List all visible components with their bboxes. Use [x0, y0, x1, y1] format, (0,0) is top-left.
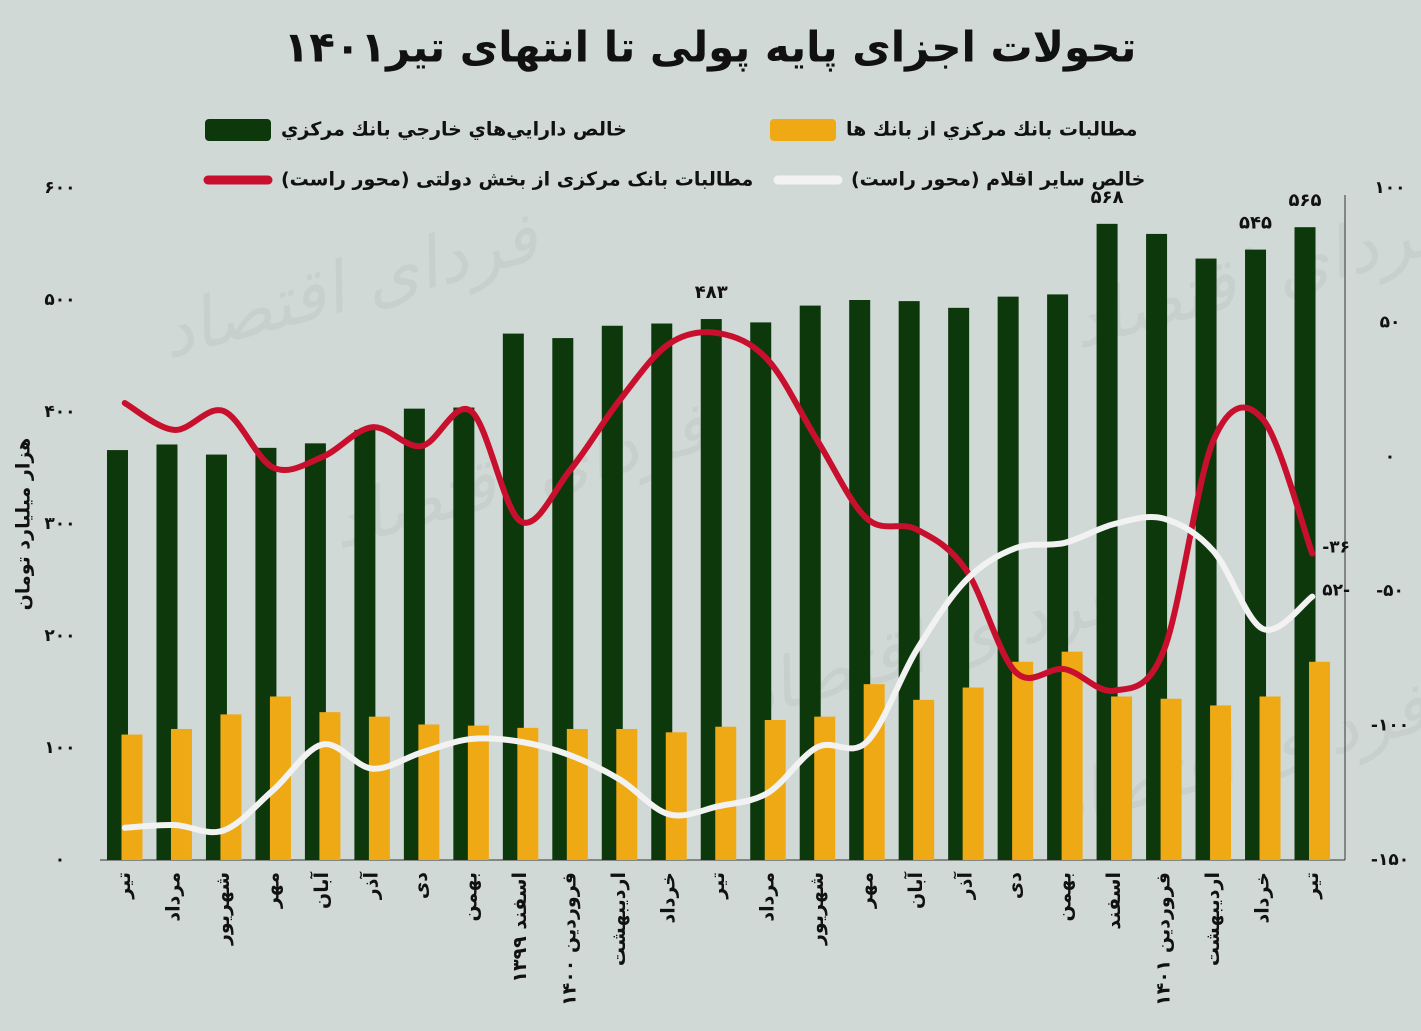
bar [418, 724, 440, 860]
bar [517, 727, 539, 860]
x-tick-label: بهمن [460, 872, 482, 922]
bar [1309, 661, 1331, 860]
x-tick-label: آذر [952, 872, 976, 901]
bar [319, 712, 341, 860]
x-tick-label: فروردین ۱۴۰۰ [559, 872, 581, 1006]
bar [368, 716, 390, 860]
x-tick-label: بهمن [1053, 872, 1075, 922]
y-tick-label: ۵۰۰ [44, 290, 75, 310]
bar [651, 323, 673, 860]
bar [269, 696, 291, 860]
legend-label: خالص ساير اقلام (محور راست) [851, 169, 1145, 191]
x-tick-label: اسفند ۱۳۹۹ [509, 872, 531, 983]
x-tick-label: شهریور [212, 872, 234, 946]
y2-tick-label: -۱۰۰ [1371, 716, 1409, 736]
data-label: ۵۲- [1322, 581, 1350, 601]
bar [863, 684, 885, 860]
bar [566, 728, 588, 860]
bar [121, 734, 143, 860]
data-label: ۵۶۸ [1091, 187, 1124, 208]
bar [1259, 696, 1281, 860]
bar [1210, 705, 1232, 860]
bar [467, 725, 489, 860]
data-label: ۴۸۳ [695, 282, 728, 303]
legend-label: مطالبات بانک مرکزی از بخش دولتی (محور را… [281, 169, 753, 191]
bar [170, 728, 192, 860]
legend-swatch [205, 119, 271, 141]
x-tick-label: اردیبهشت [608, 872, 630, 966]
y-tick-label: ۴۰۰ [44, 402, 75, 422]
x-tick-label: اسفند [1103, 872, 1125, 930]
x-tick-label: خرداد [658, 872, 680, 924]
bar [715, 726, 737, 860]
y-tick-label: ۲۰۰ [44, 626, 75, 646]
legend-label: خالص دارايي‌هاي خارجي بانك مركزي [281, 119, 627, 142]
x-tick-label: اردیبهشت [1202, 872, 1224, 966]
x-tick-label: آبان [309, 872, 333, 909]
y2-tick-label: ۵۰ [1380, 312, 1401, 332]
bar [814, 716, 836, 860]
x-tick-label: مرداد [756, 872, 778, 922]
x-tick-label: آذر [359, 872, 383, 901]
y2-tick-label: -۱۵۰ [1371, 850, 1409, 870]
y-tick-label: ۱۰۰ [44, 738, 75, 758]
y-tick-label: ۰ [55, 850, 65, 870]
y-tick-label: ۶۰۰ [44, 178, 75, 198]
y2-tick-label: ۰ [1385, 447, 1395, 467]
x-tick-label: دی [1004, 872, 1026, 899]
bar [1160, 698, 1182, 860]
line [121, 329, 1316, 694]
x-tick-label: مرداد [163, 872, 185, 922]
x-tick-label: خرداد [1251, 872, 1273, 924]
bar [220, 714, 242, 860]
bar [1061, 651, 1083, 860]
bar [913, 699, 935, 860]
chart-title: تحولات اجزای پایه پولی تا انتهای تیر۱۴۰۱ [284, 23, 1137, 73]
bar [700, 319, 722, 860]
x-tick-label: تیر [1301, 872, 1323, 900]
x-tick-label: شهریور [806, 872, 828, 946]
x-tick-label: تیر [113, 872, 135, 900]
bar [616, 728, 638, 860]
legend-label: مطالبات بانك مركزي از بانك ها [846, 119, 1137, 142]
bar [1012, 661, 1034, 860]
bar [665, 732, 687, 860]
bar [1111, 696, 1133, 860]
data-label: ۵۶۵ [1289, 190, 1322, 211]
y-axis-label: هزار میلیارد تومان [13, 438, 35, 611]
x-tick-label: فروردین ۱۴۰۱ [1152, 872, 1174, 1006]
bar [962, 687, 984, 860]
x-tick-label: مهر [855, 872, 877, 909]
x-tick-label: دی [410, 872, 432, 899]
x-tick-label: مهر [262, 872, 284, 909]
data-label: ۵۴۵ [1239, 213, 1272, 234]
x-tick-label: تیر [707, 872, 729, 900]
line [121, 514, 1316, 836]
y2-tick-label: ۱۰۰ [1374, 178, 1405, 198]
legend-swatch [770, 119, 836, 141]
x-tick-label: آبان [903, 872, 927, 909]
y-tick-label: ۳۰۰ [44, 514, 75, 534]
y2-tick-label: -۵۰ [1376, 581, 1404, 601]
data-label: -۳۶ [1322, 538, 1350, 558]
bar [601, 325, 623, 860]
